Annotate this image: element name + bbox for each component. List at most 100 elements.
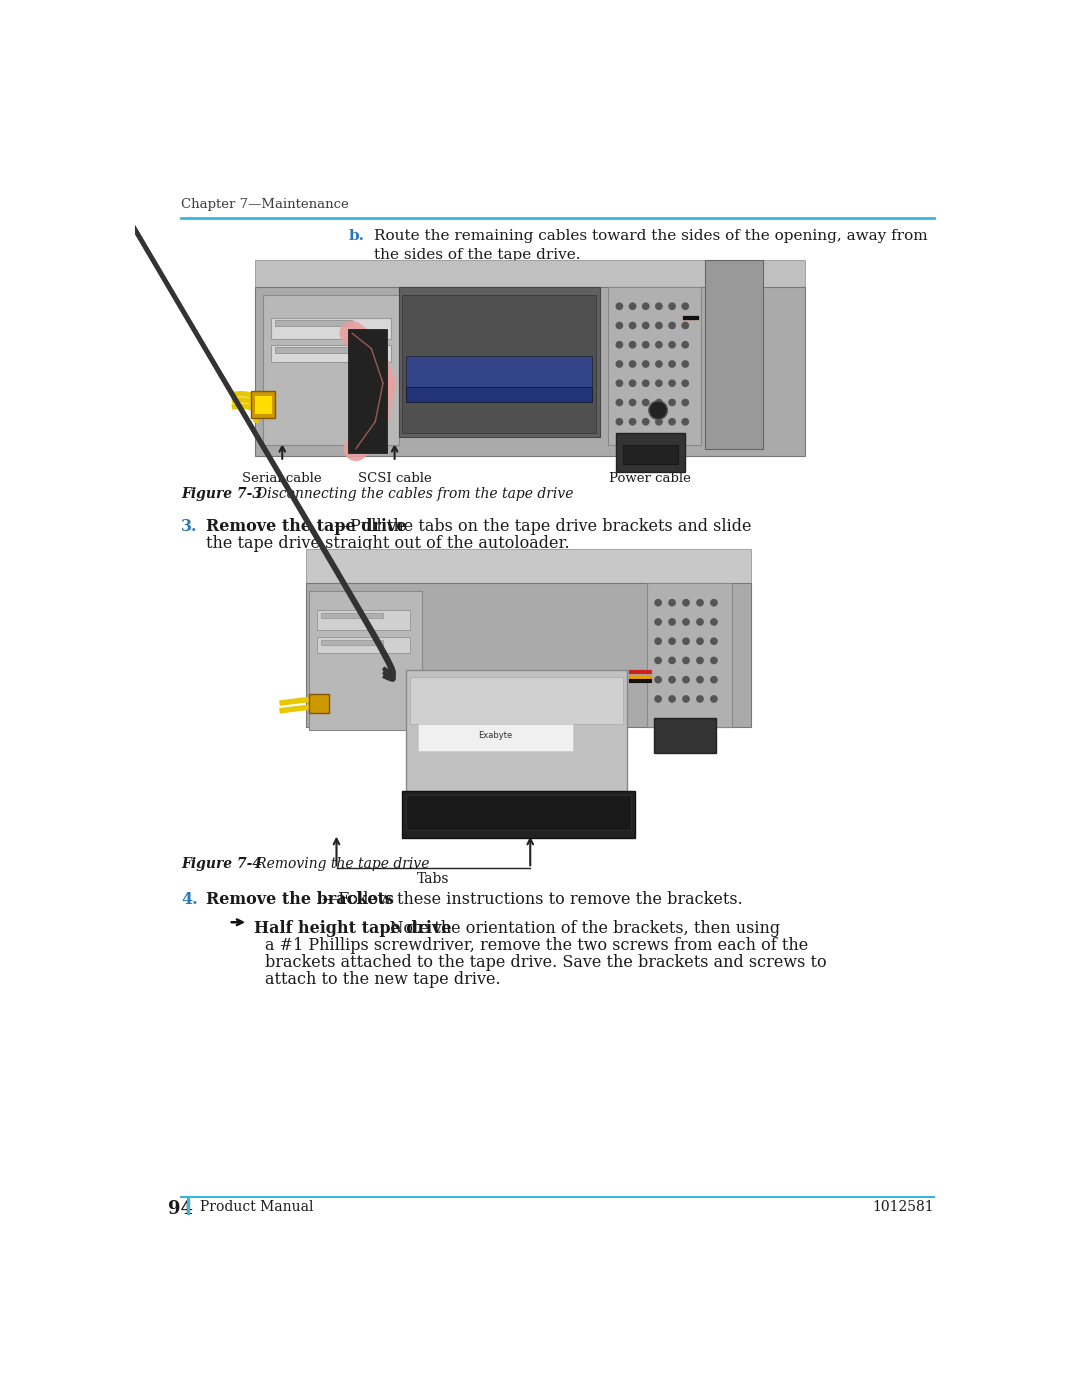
- Circle shape: [697, 617, 704, 626]
- Circle shape: [656, 380, 663, 387]
- Text: Remove the tape drive: Remove the tape drive: [206, 518, 407, 535]
- Bar: [309, 591, 422, 729]
- Circle shape: [656, 398, 663, 407]
- Bar: [647, 584, 732, 728]
- Bar: [252, 391, 274, 418]
- Circle shape: [642, 321, 649, 330]
- Text: 94: 94: [168, 1200, 193, 1218]
- Circle shape: [642, 360, 649, 367]
- Circle shape: [681, 418, 689, 426]
- Text: Figure 7-4: Figure 7-4: [181, 856, 262, 870]
- Circle shape: [710, 617, 718, 626]
- Circle shape: [697, 637, 704, 645]
- Text: b.: b.: [349, 229, 364, 243]
- Bar: [406, 669, 627, 837]
- Text: 1012581: 1012581: [873, 1200, 934, 1214]
- Text: Chapter 7—Maintenance: Chapter 7—Maintenance: [181, 197, 349, 211]
- Circle shape: [616, 360, 623, 367]
- Bar: [704, 260, 762, 448]
- Circle shape: [642, 398, 649, 407]
- Circle shape: [669, 360, 676, 367]
- Circle shape: [683, 637, 690, 645]
- Circle shape: [616, 380, 623, 387]
- Bar: [654, 718, 716, 753]
- Text: the sides of the tape drive.: the sides of the tape drive.: [374, 249, 580, 263]
- Bar: [255, 286, 806, 457]
- Text: Half height tape drive: Half height tape drive: [254, 921, 451, 937]
- Circle shape: [629, 360, 636, 367]
- Bar: [271, 345, 391, 362]
- Circle shape: [669, 418, 676, 426]
- Bar: [187, 1197, 190, 1215]
- Text: Exabyte: Exabyte: [478, 731, 513, 739]
- Text: Product Manual: Product Manual: [200, 1200, 314, 1214]
- Circle shape: [642, 341, 649, 349]
- Circle shape: [697, 676, 704, 683]
- Text: Serial cable: Serial cable: [242, 472, 322, 485]
- Bar: [306, 584, 751, 728]
- Bar: [406, 795, 631, 830]
- Circle shape: [629, 321, 636, 330]
- Circle shape: [669, 599, 676, 606]
- Circle shape: [669, 617, 676, 626]
- Circle shape: [654, 696, 662, 703]
- Circle shape: [683, 599, 690, 606]
- Bar: [318, 610, 410, 630]
- Circle shape: [616, 341, 623, 349]
- Circle shape: [629, 418, 636, 426]
- Text: Route the remaining cables toward the sides of the opening, away from: Route the remaining cables toward the si…: [374, 229, 927, 243]
- Circle shape: [669, 696, 676, 703]
- Text: 3.: 3.: [181, 518, 198, 535]
- Bar: [410, 678, 623, 724]
- Bar: [406, 356, 592, 387]
- Bar: [418, 724, 572, 750]
- Text: a #1 Phillips screwdriver, remove the two screws from each of the: a #1 Phillips screwdriver, remove the tw…: [265, 937, 808, 954]
- Circle shape: [656, 341, 663, 349]
- Bar: [309, 693, 328, 712]
- Circle shape: [710, 676, 718, 683]
- Circle shape: [654, 617, 662, 626]
- Bar: [274, 320, 352, 327]
- Circle shape: [629, 380, 636, 387]
- Bar: [403, 295, 596, 433]
- Text: brackets attached to the tape drive. Save the brackets and screws to: brackets attached to the tape drive. Sav…: [265, 954, 826, 971]
- Text: Tabs: Tabs: [417, 872, 449, 886]
- Text: —Follow these instructions to remove the brackets.: —Follow these instructions to remove the…: [323, 891, 743, 908]
- Bar: [254, 395, 272, 414]
- Circle shape: [656, 302, 663, 310]
- Circle shape: [669, 398, 676, 407]
- Circle shape: [616, 398, 623, 407]
- Circle shape: [654, 637, 662, 645]
- Circle shape: [642, 380, 649, 387]
- Circle shape: [697, 657, 704, 665]
- Circle shape: [642, 418, 649, 426]
- Circle shape: [669, 302, 676, 310]
- Circle shape: [669, 637, 676, 645]
- Bar: [274, 346, 352, 353]
- Circle shape: [642, 302, 649, 310]
- Text: Disconnecting the cables from the tape drive: Disconnecting the cables from the tape d…: [243, 488, 573, 502]
- Bar: [616, 433, 685, 472]
- Bar: [306, 549, 751, 584]
- Text: —Pull the tabs on the tape drive brackets and slide: —Pull the tabs on the tape drive bracket…: [334, 518, 752, 535]
- Circle shape: [656, 360, 663, 367]
- Circle shape: [681, 360, 689, 367]
- Bar: [321, 640, 383, 645]
- Text: Removing the tape drive: Removing the tape drive: [243, 856, 430, 870]
- Circle shape: [681, 398, 689, 407]
- Circle shape: [683, 696, 690, 703]
- Circle shape: [681, 341, 689, 349]
- Circle shape: [669, 380, 676, 387]
- Text: Figure 7-3: Figure 7-3: [181, 488, 262, 502]
- Bar: [262, 295, 399, 444]
- Text: attach to the new tape drive.: attach to the new tape drive.: [265, 971, 500, 988]
- Text: Remove the brackets: Remove the brackets: [206, 891, 394, 908]
- Text: : Note the orientation of the brackets, then using: : Note the orientation of the brackets, …: [379, 921, 781, 937]
- Circle shape: [669, 676, 676, 683]
- Circle shape: [710, 657, 718, 665]
- Circle shape: [629, 302, 636, 310]
- Bar: [318, 637, 410, 652]
- Text: Power cable: Power cable: [609, 472, 691, 485]
- Circle shape: [616, 321, 623, 330]
- Circle shape: [681, 380, 689, 387]
